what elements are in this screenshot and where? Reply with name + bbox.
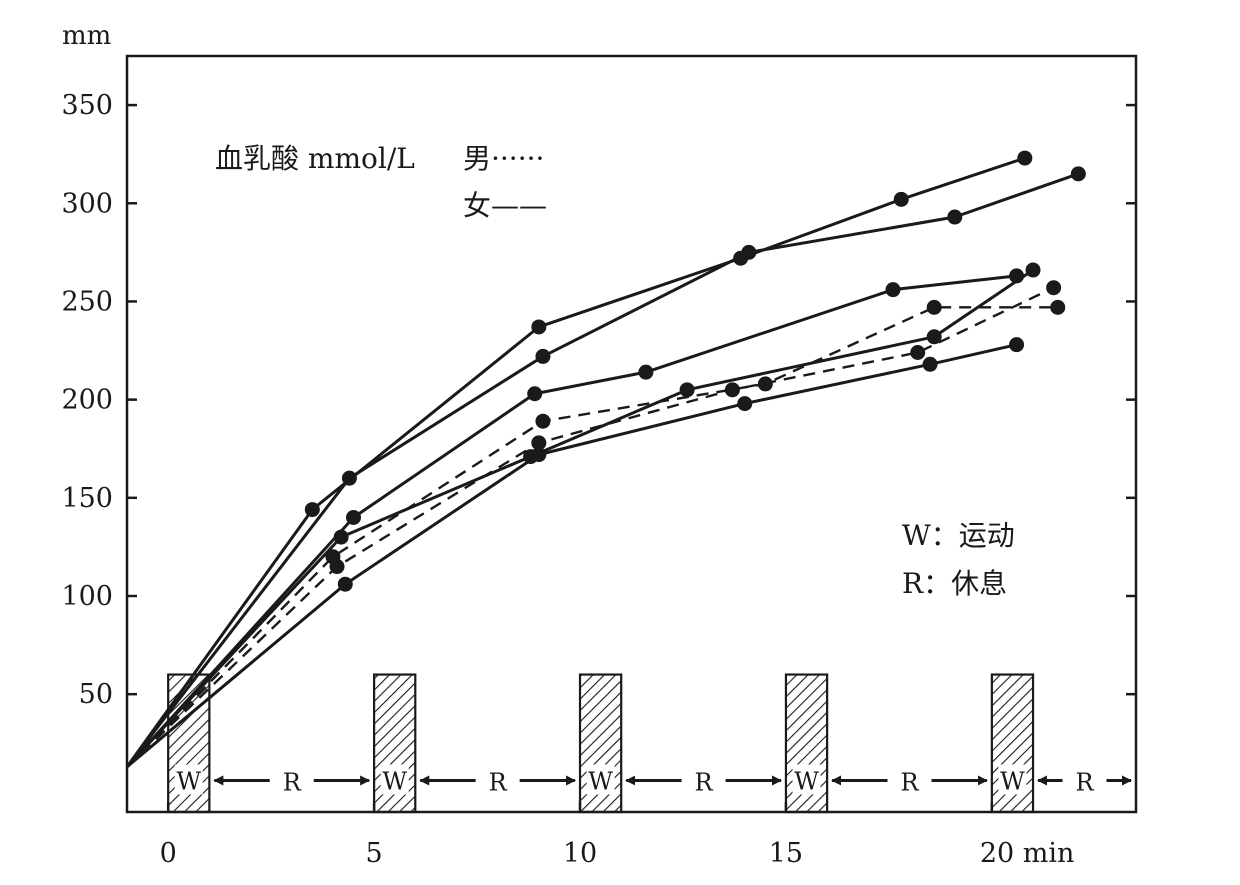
data-point <box>1070 166 1086 182</box>
data-point <box>304 502 320 518</box>
data-point <box>1009 337 1025 353</box>
y-tick-label: 350 <box>61 90 113 121</box>
data-point <box>679 382 695 398</box>
data-point <box>1050 299 1066 315</box>
rest-label: R <box>1075 768 1094 796</box>
data-point <box>337 576 353 592</box>
data-point <box>724 382 740 398</box>
data-point <box>741 244 757 260</box>
plot-frame <box>125 54 1138 814</box>
data-point <box>638 364 654 380</box>
data-point <box>926 299 942 315</box>
y-tick-label: 100 <box>61 581 113 612</box>
exercise-bar-label: W <box>1000 767 1025 795</box>
exercise-bar-label-bg <box>792 764 821 795</box>
legend-female: 女—— <box>463 189 547 222</box>
data-point <box>1046 280 1062 296</box>
data-point <box>333 529 349 545</box>
exercise-bar-label-bg <box>998 764 1027 795</box>
female-series-line <box>125 268 1034 768</box>
rest-label: R <box>489 768 508 796</box>
exercise-bar-label-bg <box>586 764 615 795</box>
rest-label: R <box>900 768 919 796</box>
data-point <box>1009 268 1025 284</box>
phase-legend-rest: R：休息 <box>902 567 1007 600</box>
data-point <box>535 413 551 429</box>
data-point <box>531 447 547 463</box>
exercise-bar-label: W <box>588 767 613 795</box>
legend-male: 男······ <box>463 142 544 175</box>
male-series-line <box>126 306 1058 768</box>
x-tick-label: 10 <box>563 838 597 869</box>
data-point <box>947 209 963 225</box>
data-point <box>531 319 547 335</box>
exercise-bar-label-bg <box>174 764 203 795</box>
legend-title: 血乳酸 mmol/L <box>215 142 415 175</box>
female-series-line <box>125 172 1079 768</box>
x-tick-label: 15 <box>769 838 803 869</box>
rest-label: R <box>695 768 714 796</box>
data-point <box>893 191 909 207</box>
phase-legend-exercise: W：运动 <box>902 519 1015 552</box>
data-point <box>1025 262 1041 278</box>
rest-label: R <box>283 768 302 796</box>
data-point <box>737 396 753 412</box>
y-tick-label: 300 <box>61 188 113 219</box>
axis-ticks: 50 100 150 200 250 300 350 0 5 10 15 20 min <box>61 90 1136 869</box>
data-point <box>885 282 901 298</box>
y-tick-label: 50 <box>79 679 113 710</box>
male-series-line <box>126 286 1055 768</box>
data-point <box>922 356 938 372</box>
data-point <box>341 470 357 486</box>
exercise-bar-label-bg <box>380 764 409 795</box>
female-series-line <box>125 156 1026 768</box>
data-point <box>346 509 362 525</box>
y-tick-label: 200 <box>61 385 113 416</box>
exercise-bar-label: W <box>794 767 819 795</box>
exercise-bar-label: W <box>382 767 407 795</box>
data-point <box>910 345 926 361</box>
data-point <box>1017 150 1033 166</box>
data-point <box>531 435 547 451</box>
x-tick-label: 20 min <box>980 838 1075 869</box>
data-point <box>926 329 942 345</box>
data-point <box>535 348 551 364</box>
exercise-bar-label: W <box>176 767 201 795</box>
data-series <box>125 150 1086 768</box>
y-tick-label: 250 <box>61 286 113 317</box>
female-series-line <box>126 343 1017 768</box>
y-tick-label: 150 <box>61 483 113 514</box>
data-point <box>527 386 543 402</box>
data-point <box>757 376 773 392</box>
female-series-line <box>125 274 1017 768</box>
y-axis-unit: mm <box>62 21 111 51</box>
x-tick-label: 5 <box>366 838 383 869</box>
data-point <box>329 559 345 575</box>
x-tick-label: 0 <box>160 838 177 869</box>
